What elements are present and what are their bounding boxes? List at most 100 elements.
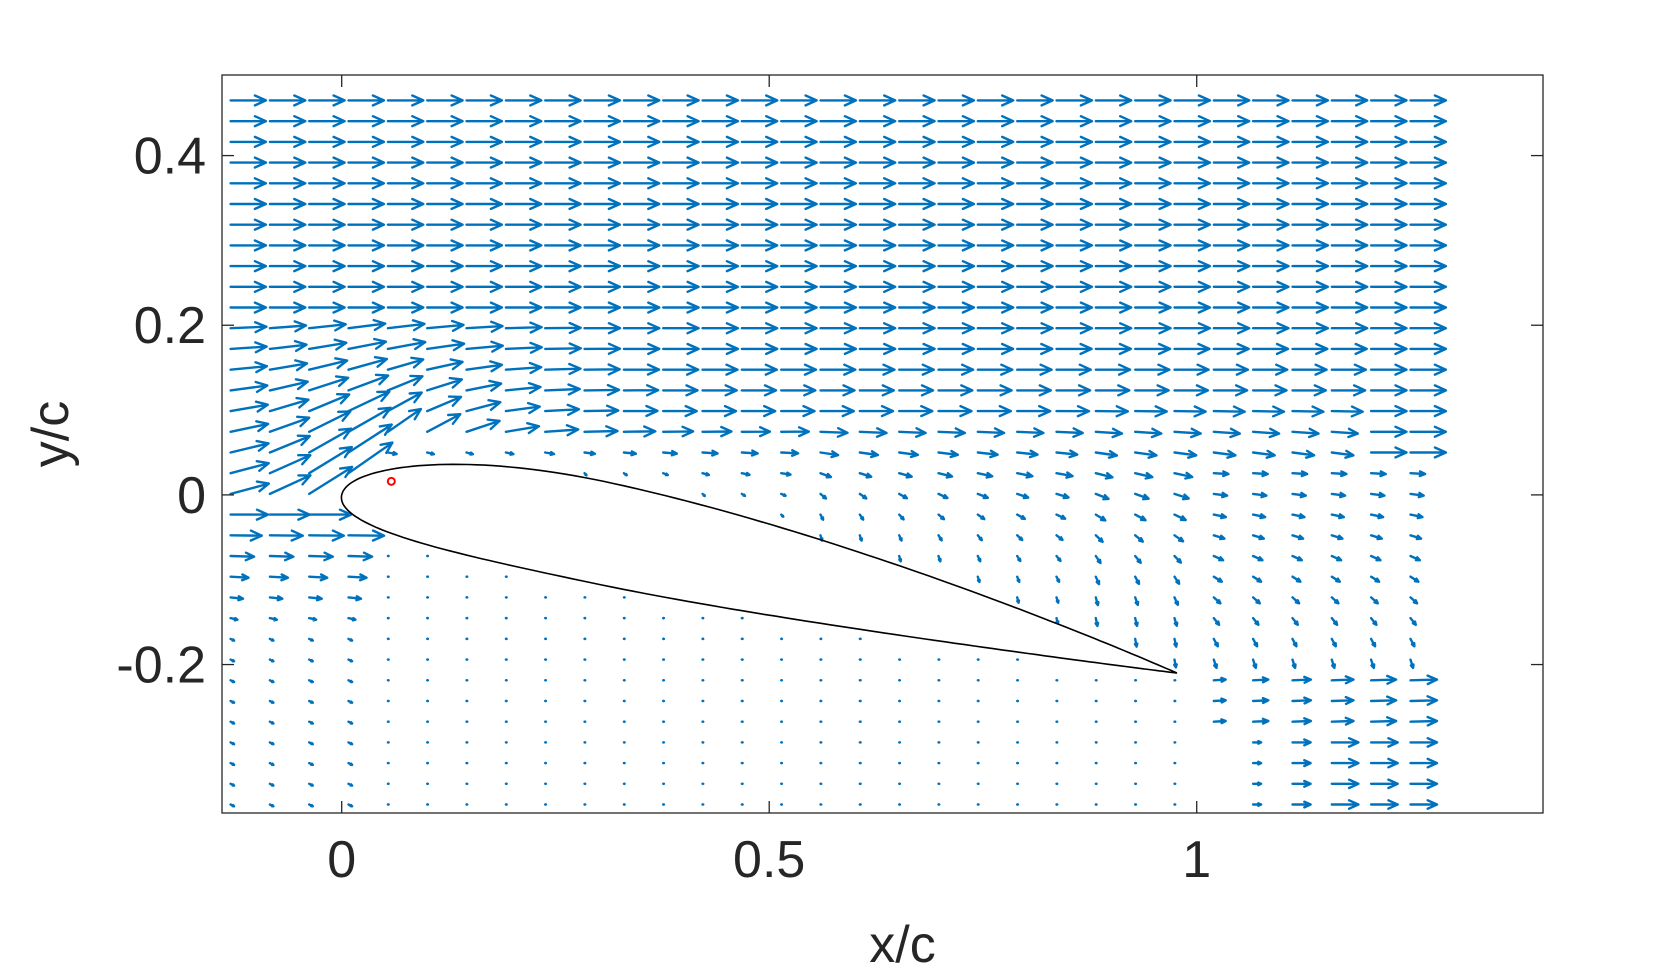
vector-arrow: [1212, 718, 1227, 725]
vector-arrow: [1094, 513, 1107, 522]
vector-arrow: [780, 260, 818, 273]
vector-arrow: [819, 280, 858, 293]
vector-arrow: [386, 319, 426, 332]
vector-arrow: [898, 342, 936, 356]
vector-arrow: [1134, 115, 1172, 128]
vector-arrow: [583, 94, 622, 107]
vector-arrow: [1134, 616, 1139, 627]
vector-arrow: [701, 492, 706, 498]
vector-arrow: [465, 260, 504, 273]
vector-arrow: [1369, 404, 1408, 418]
vector-arrow: [976, 427, 1006, 438]
vector-arrow: [1291, 575, 1302, 583]
vector-arrow: [544, 177, 582, 190]
vector-arrow: [976, 115, 1015, 128]
vector-arrow: [1055, 471, 1074, 479]
vector-arrow: [740, 94, 779, 107]
vector-arrow: [740, 280, 779, 293]
vector-arrow: [1330, 405, 1364, 418]
vector-arrow: [1409, 637, 1416, 648]
vector-arrow: [622, 218, 661, 231]
vector-arrow: [937, 472, 954, 479]
vector-arrow: [308, 679, 314, 684]
vector-arrow: [858, 384, 895, 397]
vector-arrow: [937, 115, 976, 128]
vector-arrow: [308, 393, 351, 413]
vector-arrow: [780, 384, 817, 397]
vector-arrow: [583, 135, 622, 148]
vector-arrow: [308, 427, 353, 454]
vector-arrow: [1173, 197, 1212, 211]
vector-arrow: [898, 177, 936, 190]
vector-arrow: [1291, 759, 1312, 768]
x-axis-ticks: 0 0.5 1: [327, 75, 1211, 889]
vector-arrow: [937, 554, 942, 563]
vector-arrow: [1369, 322, 1408, 335]
vector-arrow: [347, 761, 354, 767]
vector-arrow: [898, 115, 936, 128]
vector-arrow: [976, 135, 1015, 148]
vector-arrow: [1016, 218, 1054, 231]
vector-arrow: [1369, 695, 1398, 706]
vector-arrow: [976, 218, 1015, 231]
vector-arrow: [308, 508, 353, 521]
vector-arrow: [229, 529, 263, 542]
vector-arrow: [1330, 280, 1369, 293]
vector-arrow: [1291, 696, 1313, 705]
vector-arrow: [465, 197, 504, 211]
vector-arrow: [1094, 554, 1102, 565]
x-tick-label: 0: [327, 831, 356, 889]
vector-arrow: [662, 197, 700, 211]
vector-arrow: [898, 513, 905, 521]
vector-arrow: [268, 280, 307, 293]
vector-arrow: [386, 356, 425, 371]
vector-arrow: [622, 384, 660, 397]
vector-arrow: [1134, 427, 1163, 439]
vector-arrow: [347, 356, 389, 371]
vector-arrow: [1212, 427, 1241, 439]
vector-arrow: [1330, 260, 1369, 273]
vector-arrow: [386, 301, 425, 314]
vector-arrow: [1212, 554, 1225, 562]
vector-arrow: [780, 492, 787, 497]
vector-arrow: [1409, 425, 1448, 438]
vector-arrow: [268, 658, 275, 663]
vector-arrow: [1094, 218, 1133, 231]
vector-arrow: [1251, 156, 1290, 169]
vector-arrow: [662, 342, 700, 356]
vector-arrow: [308, 115, 346, 128]
vector-arrow: [347, 699, 354, 704]
vector-arrow: [386, 338, 427, 351]
vector-arrow: [308, 319, 347, 332]
vector-arrow: [1330, 470, 1348, 478]
vector-arrow: [1369, 115, 1408, 128]
vector-arrow: [386, 374, 424, 392]
vector-arrow: [1173, 492, 1190, 501]
vector-arrow: [1291, 177, 1330, 190]
vector-arrow: [504, 115, 543, 128]
vector-arrow: [1291, 260, 1330, 273]
vector-arrow: [583, 450, 596, 457]
vector-arrow: [937, 449, 959, 459]
vector-arrow: [898, 301, 936, 314]
vector-arrow: [1055, 280, 1094, 293]
vector-arrow: [465, 379, 503, 392]
vector-arrow: [1133, 637, 1139, 648]
vector-arrow: [976, 363, 1014, 376]
vector-arrow: [308, 280, 346, 293]
vector-arrow: [701, 449, 719, 457]
vector-arrow: [780, 322, 818, 335]
vector-arrow: [622, 450, 638, 457]
vector-arrow: [1016, 260, 1054, 273]
vector-arrow: [1134, 218, 1172, 231]
vector-arrow: [268, 260, 307, 273]
vector-arrow: [780, 513, 785, 518]
vector-arrow: [465, 399, 502, 413]
vector-arrow: [740, 239, 779, 252]
vector-arrow: [1330, 94, 1369, 107]
vector-arrow: [308, 720, 314, 725]
vector-arrow: [1173, 239, 1212, 252]
vector-arrow: [386, 115, 425, 128]
vector-arrow: [662, 94, 700, 107]
vector-arrow: [780, 115, 818, 128]
